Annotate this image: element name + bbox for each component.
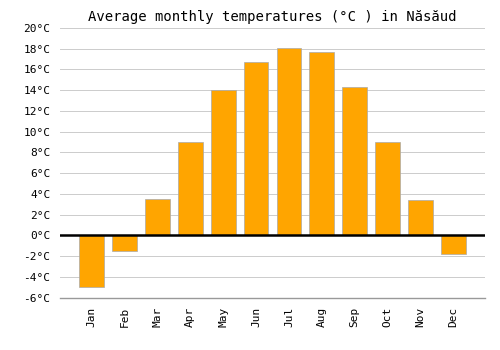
Bar — [408, 200, 433, 235]
Bar — [145, 199, 170, 235]
Bar — [342, 87, 367, 235]
Title: Average monthly temperatures (°C ) in Năsăud: Average monthly temperatures (°C ) in Nă… — [88, 10, 457, 24]
Bar — [441, 235, 466, 254]
Bar — [376, 142, 400, 235]
Bar — [310, 52, 334, 235]
Bar — [178, 142, 203, 235]
Bar — [211, 90, 236, 235]
Bar — [112, 235, 137, 251]
Bar — [276, 48, 301, 235]
Bar — [80, 235, 104, 287]
Bar — [244, 62, 268, 235]
